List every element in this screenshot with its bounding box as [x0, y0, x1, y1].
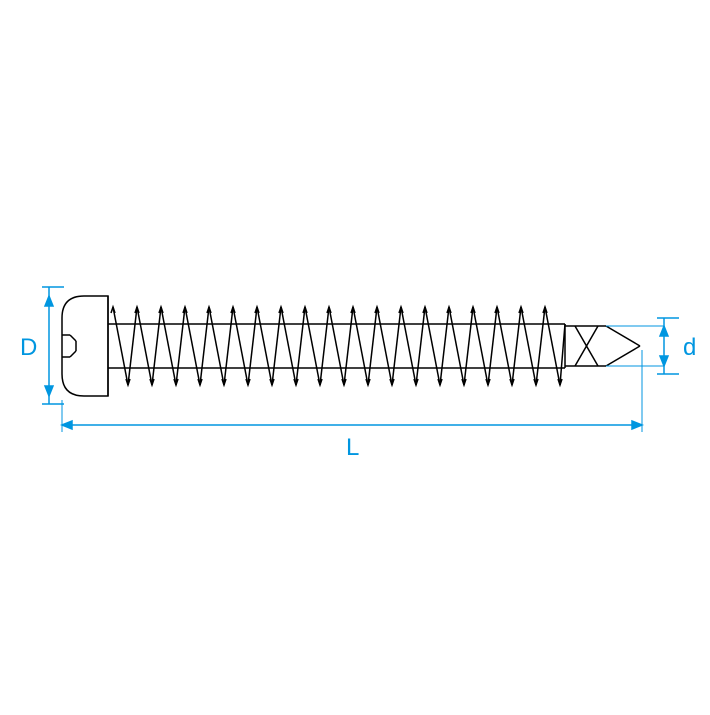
screw-diagram: D d L: [0, 0, 710, 710]
label-D: D: [20, 334, 37, 362]
threads: [113, 307, 565, 385]
diagram-svg: [0, 0, 710, 710]
screw-drawing: [62, 296, 640, 396]
phillips-slot: [70, 335, 76, 341]
phillips-slot: [70, 351, 76, 357]
label-d: d: [683, 334, 696, 362]
dimension-D: [42, 287, 64, 404]
label-L: L: [346, 434, 359, 462]
screw-head: [62, 296, 108, 396]
drill-point: [565, 324, 640, 368]
